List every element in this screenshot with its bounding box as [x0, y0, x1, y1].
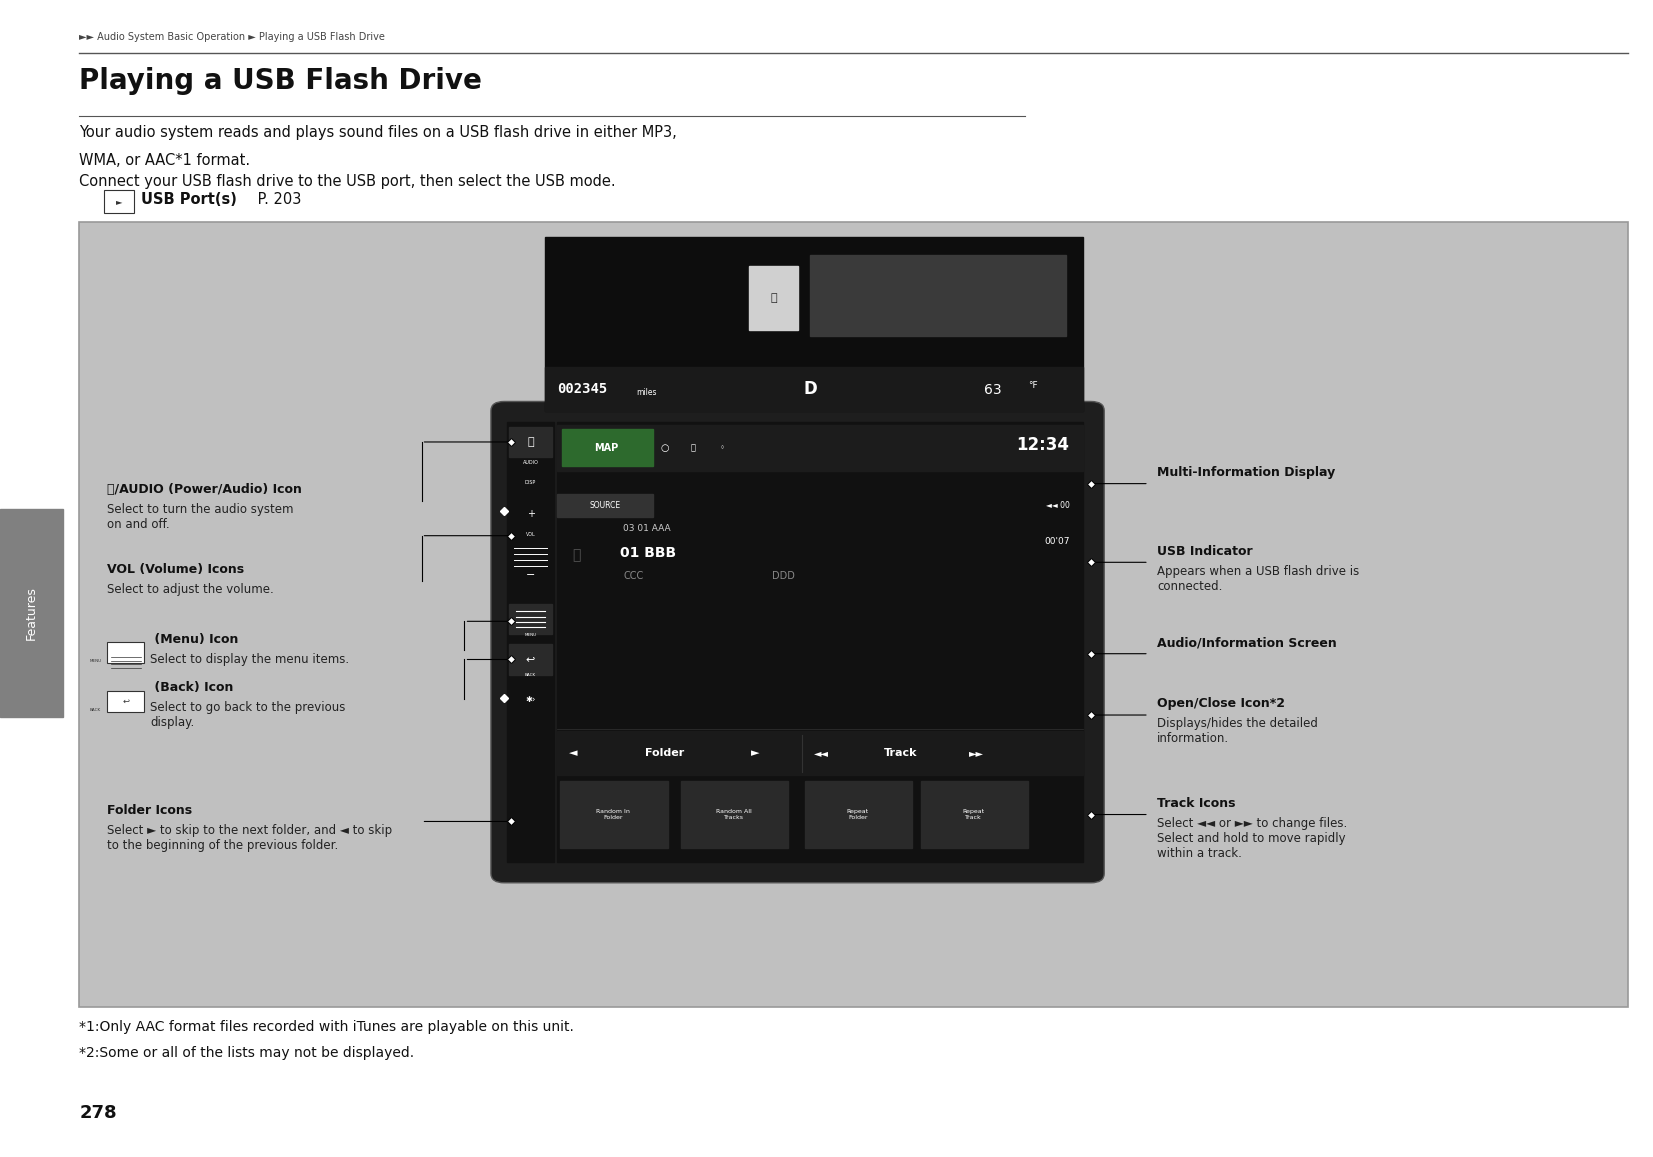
Bar [507, 422, 554, 862]
Point [69, 109, 89, 123]
Text: Displays/hides the detailed
information.: Displays/hides the detailed information. [1157, 717, 1317, 745]
Text: Repeat
Folder: Repeat Folder [846, 809, 869, 820]
Text: ⏻: ⏻ [527, 437, 534, 447]
Text: Your audio system reads and plays sound files on a USB flash drive in either MP3: Your audio system reads and plays sound … [79, 125, 678, 140]
Text: Select to display the menu items.: Select to display the menu items. [150, 653, 349, 665]
Text: °F: °F [1028, 381, 1038, 390]
Text: Folder: Folder [645, 749, 684, 758]
Bar [681, 781, 788, 848]
Text: Repeat
Track: Repeat Track [962, 809, 985, 820]
Text: 002345: 002345 [557, 382, 607, 396]
Text: Multi-Information Display: Multi-Information Display [1157, 466, 1336, 479]
Bar [107, 691, 144, 712]
Bar [810, 255, 1066, 336]
Bar [805, 781, 912, 848]
Bar [79, 222, 1628, 1007]
Text: P. 203: P. 203 [253, 192, 301, 207]
Text: ◦: ◦ [719, 443, 726, 452]
Text: ►►: ►► [969, 749, 985, 758]
Text: ⓞ/AUDIO (Power/Audio) Icon: ⓞ/AUDIO (Power/Audio) Icon [107, 484, 302, 496]
Text: Select to go back to the previous
display.: Select to go back to the previous displa… [150, 701, 345, 729]
Text: (Menu) Icon: (Menu) Icon [150, 633, 238, 646]
Text: DDD: DDD [772, 572, 795, 581]
Text: Playing a USB Flash Drive: Playing a USB Flash Drive [79, 67, 483, 95]
Text: ◄: ◄ [569, 749, 579, 758]
Text: ⎙: ⎙ [689, 443, 696, 452]
Text: ↩: ↩ [122, 697, 129, 706]
Bar [749, 266, 798, 330]
Text: Track Icons: Track Icons [1157, 797, 1235, 810]
Text: Appears when a USB flash drive is
connected.: Appears when a USB flash drive is connec… [1157, 565, 1359, 592]
Text: D: D [803, 379, 817, 398]
Bar [509, 427, 552, 457]
Text: MENU: MENU [89, 659, 101, 663]
Text: Random In
Folder: Random In Folder [597, 809, 630, 820]
Bar [557, 494, 653, 517]
Text: VOL: VOL [526, 532, 536, 537]
Text: Select ◄◄ or ►► to change files.
Select and hold to move rapidly
within a track.: Select ◄◄ or ►► to change files. Select … [1157, 817, 1347, 860]
Text: −: − [526, 570, 536, 580]
Bar [107, 642, 144, 663]
Text: Select to adjust the volume.: Select to adjust the volume. [107, 583, 274, 596]
Text: USB Indicator: USB Indicator [1157, 545, 1253, 558]
Bar [545, 237, 1083, 411]
Bar [509, 604, 552, 634]
Text: miles: miles [636, 388, 656, 397]
Text: Connect your USB flash drive to the USB port, then select the USB mode.: Connect your USB flash drive to the USB … [79, 174, 617, 189]
Text: *2:Some or all of the lists may not be displayed.: *2:Some or all of the lists may not be d… [79, 1046, 415, 1060]
Text: Track: Track [884, 749, 917, 758]
Text: 12:34: 12:34 [1017, 436, 1069, 455]
Text: USB Port(s): USB Port(s) [141, 192, 236, 207]
Bar [557, 425, 1083, 471]
Text: AUDIO: AUDIO [522, 460, 539, 465]
Text: VOL (Volume) Icons: VOL (Volume) Icons [107, 563, 245, 576]
Text: 00'07: 00'07 [1045, 537, 1069, 546]
Text: ◄◄ 00: ◄◄ 00 [1046, 501, 1069, 510]
Text: BACK: BACK [89, 708, 101, 712]
Text: 01 BBB: 01 BBB [620, 546, 676, 560]
Text: Random All
Tracks: Random All Tracks [716, 809, 752, 820]
Text: 63: 63 [984, 383, 1002, 397]
FancyBboxPatch shape [491, 401, 1104, 883]
Text: MAP: MAP [595, 443, 618, 452]
Text: Folder Icons: Folder Icons [107, 804, 192, 817]
Text: SOURCE: SOURCE [590, 501, 620, 510]
Text: ►► Audio System Basic Operation ► Playing a USB Flash Drive: ►► Audio System Basic Operation ► Playin… [79, 32, 385, 43]
Bar [545, 367, 1083, 411]
Text: CCC: CCC [623, 572, 643, 581]
Text: DISP: DISP [526, 480, 536, 485]
Text: +: + [527, 509, 534, 518]
Bar [562, 429, 653, 466]
Text: Features: Features [25, 587, 38, 640]
Text: ⎙: ⎙ [770, 294, 777, 303]
Text: Select ► to skip to the next folder, and ◄ to skip
to the beginning of the previ: Select ► to skip to the next folder, and… [107, 824, 392, 852]
Text: MENU: MENU [524, 633, 537, 636]
Bar [557, 731, 1083, 775]
Bar [104, 190, 134, 213]
Bar [509, 644, 552, 675]
Text: ◄◄: ◄◄ [813, 749, 830, 758]
Bar [0, 509, 63, 717]
Text: ►: ► [750, 749, 760, 758]
Text: ↩: ↩ [526, 655, 536, 664]
Point [1015, 109, 1035, 123]
Bar [557, 422, 1083, 862]
Text: 03 01 AAA: 03 01 AAA [623, 524, 671, 533]
Text: Select to turn the audio system
on and off.: Select to turn the audio system on and o… [107, 503, 294, 531]
Text: ✱›: ✱› [526, 695, 536, 705]
Text: ○: ○ [660, 443, 669, 452]
Text: ⎙: ⎙ [572, 548, 582, 562]
Text: (Back) Icon: (Back) Icon [150, 681, 233, 694]
Text: Audio/Information Screen: Audio/Information Screen [1157, 636, 1337, 649]
Bar [560, 781, 668, 848]
Text: ►: ► [116, 197, 122, 206]
Text: BACK: BACK [526, 673, 536, 677]
Text: *1:Only AAC format files recorded with iTunes are playable on this unit.: *1:Only AAC format files recorded with i… [79, 1020, 574, 1034]
Bar [921, 781, 1028, 848]
Text: Open/Close Icon*2: Open/Close Icon*2 [1157, 698, 1284, 710]
Text: 278: 278 [79, 1104, 117, 1122]
Text: WMA, or AAC*1 format.: WMA, or AAC*1 format. [79, 153, 251, 168]
